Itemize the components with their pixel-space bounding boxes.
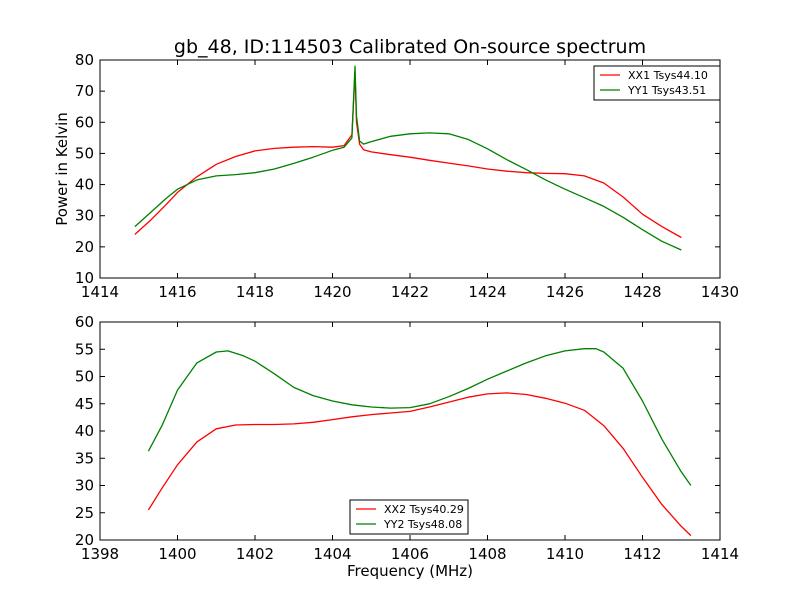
- top-x-tick-label: 1426: [546, 283, 584, 301]
- top-y-tick-label: 30: [75, 207, 94, 225]
- top-x-tick-label: 1424: [468, 283, 506, 301]
- top-series-line-2: [134, 65, 682, 251]
- top-x-tick-label: 1416: [158, 283, 196, 301]
- top-y-tick-label: 60: [75, 113, 94, 131]
- bottom-y-tick-label: 40: [75, 422, 94, 440]
- top-series-line-1: [134, 71, 682, 239]
- bottom-x-tick-label: 1410: [546, 545, 584, 563]
- bottom-series-group: [147, 348, 692, 537]
- top-y-tick-label: 40: [75, 176, 94, 194]
- bottom-x-tick-label: 1406: [391, 545, 429, 563]
- bottom-x-tick-label: 1400: [158, 545, 196, 563]
- bottom-y-tick-label: 35: [75, 449, 94, 467]
- bottom-x-tick-label: 1402: [236, 545, 274, 563]
- bottom-x-tick-label: 1414: [701, 545, 739, 563]
- bottom-legend-label: XX2 Tsys40.29: [384, 503, 464, 516]
- bottom-legend: XX2 Tsys40.29 YY2 Tsys48.08: [349, 499, 469, 535]
- bottom-series-line-1: [147, 392, 692, 537]
- bottom-legend-label: YY2 Tsys48.08: [383, 518, 462, 531]
- top-x-tick-label: 1430: [701, 283, 739, 301]
- bottom-y-tick-label: 30: [75, 477, 94, 495]
- top-legend-box: [593, 65, 721, 101]
- top-y-tick-label: 70: [75, 82, 94, 100]
- y-axis-label-top: Power in Kelvin: [53, 112, 71, 226]
- bottom-x-tick-label: 1408: [468, 545, 506, 563]
- top-legend: XX1 Tsys44.10 YY1 Tsys43.51: [593, 65, 721, 101]
- top-y-tick-label: 20: [75, 238, 94, 256]
- top-series-group: [134, 65, 682, 251]
- bottom-x-tick-label: 1412: [623, 545, 661, 563]
- bottom-y-tick-label: 20: [75, 531, 94, 549]
- top-x-tick-label: 1428: [623, 283, 661, 301]
- top-legend-label: XX1 Tsys44.10: [628, 69, 708, 82]
- bottom-y-tick-label: 25: [75, 504, 94, 522]
- bottom-plot-area: 1398 1400 1402 1404 1406 1408 1410 1412 1414 20 25…: [75, 313, 739, 563]
- bottom-y-tick-label: 55: [75, 340, 94, 358]
- top-y-tick-label: 10: [75, 269, 94, 287]
- bottom-y-tick-label: 50: [75, 368, 94, 386]
- top-x-tick-label: 1420: [313, 283, 351, 301]
- top-legend-label: YY1 Tsys43.51: [627, 84, 706, 97]
- top-x-tick-label: 1414: [81, 283, 119, 301]
- bottom-x-tick-label: 1404: [313, 545, 351, 563]
- bottom-series-line-2: [147, 348, 692, 486]
- bottom-x-tick-label: 1398: [81, 545, 119, 563]
- top-y-tick-label: 80: [75, 51, 94, 69]
- chart-title: gb_48, ID:114503 Calibrated On-source sp…: [174, 36, 646, 58]
- x-axis-label-bottom: Frequency (MHz): [347, 562, 473, 580]
- top-x-tick-label: 1418: [236, 283, 274, 301]
- bottom-y-tick-label: 45: [75, 395, 94, 413]
- top-x-tick-label: 1422: [391, 283, 429, 301]
- bottom-y-tick-label: 60: [75, 313, 94, 331]
- top-y-tick-label: 50: [75, 144, 94, 162]
- top-plot-area: 1414 1416 1418 1420 1422 1424 1426 1428 1430 10 20…: [75, 51, 739, 301]
- bottom-legend-box: [349, 499, 469, 535]
